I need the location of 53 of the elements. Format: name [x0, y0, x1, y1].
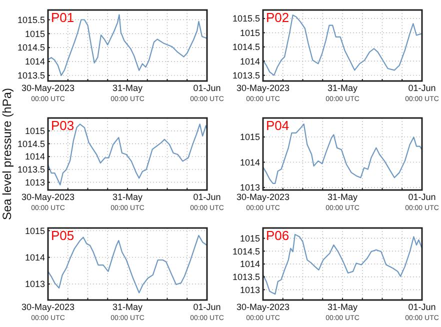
line-series	[47, 14, 208, 76]
x-tick-label: 01-Jun 00:00 UTC	[190, 302, 224, 322]
line-series	[262, 14, 423, 76]
chart-title: P04	[266, 118, 290, 133]
x-tick-label: 31-May 00:00 UTC	[326, 83, 360, 103]
x-tick-label: 30-May-2023 00:00 UTC	[21, 83, 75, 103]
y-tick-label: 1014	[240, 56, 260, 66]
y-tick-label: 1015	[240, 233, 260, 244]
x-tick-label: 30-May-2023 00:00 UTC	[236, 302, 290, 322]
x-tick-label: 01-Jun 00:00 UTC	[405, 302, 439, 322]
y-tick-label: 1013	[24, 279, 45, 290]
y-tick-label: 1015.5	[232, 14, 260, 24]
y-tick-label: 1014	[240, 157, 260, 168]
y-tick-label: 1015	[240, 132, 260, 142]
y-tick-label: 1014	[24, 56, 45, 67]
chart-title: P05	[51, 228, 74, 243]
x-tick-label: 30-May-2023 00:00 UTC	[21, 302, 75, 322]
y-tick-label: 1014.5	[232, 246, 260, 256]
y-tick-label: 1014.5	[17, 42, 45, 53]
x-tick-label: 01-Jun 00:00 UTC	[190, 192, 224, 212]
y-tick-label: 1014	[24, 152, 45, 162]
y-tick-label: 1013.5	[17, 164, 45, 175]
y-tick-label: 1014	[240, 259, 260, 270]
y-tick-label: 1014.5	[17, 138, 45, 149]
x-tick-label: 31-May 00:00 UTC	[110, 83, 144, 103]
x-tick-label: 01-Jun 00:00 UTC	[405, 192, 439, 212]
x-tick-label: 01-Jun 00:00 UTC	[190, 83, 224, 103]
chart-title: P01	[51, 10, 74, 25]
y-tick-label: 1013	[240, 284, 260, 295]
x-tick-label: 31-May 00:00 UTC	[326, 192, 360, 212]
x-tick-label: 30-May-2023 00:00 UTC	[236, 192, 290, 212]
y-tick-label: 1015	[24, 126, 45, 136]
y-tick-label: 1013	[240, 182, 260, 193]
x-tick-label: 31-May 00:00 UTC	[110, 302, 144, 322]
y-tick-label: 1013	[24, 177, 45, 188]
y-tick-label: 1013.5	[232, 272, 260, 282]
x-tick-label: 30-May-2023 00:00 UTC	[21, 192, 75, 212]
y-axis-title: Sea level pressure (hPa)	[0, 88, 14, 220]
x-tick-label: 31-May 00:00 UTC	[326, 302, 360, 322]
x-tick-label: 01-Jun 00:00 UTC	[405, 83, 439, 103]
x-tick-label: 31-May 00:00 UTC	[110, 192, 144, 212]
y-tick-label: 1015	[24, 226, 45, 236]
y-tick-label: 1015	[240, 28, 260, 38]
chart-title: P02	[266, 10, 290, 25]
chart-title: P06	[266, 228, 290, 243]
x-tick-label: 30-May-2023 00:00 UTC	[236, 83, 290, 103]
y-tick-label: 1014.5	[232, 42, 260, 52]
y-tick-label: 1014	[24, 252, 45, 262]
y-tick-label: 1013.5	[17, 70, 45, 81]
y-tick-label: 1015.5	[17, 14, 45, 25]
y-tick-label: 1015	[24, 28, 45, 39]
chart-title: P03	[51, 118, 74, 133]
y-tick-label: 1013.5	[232, 70, 260, 80]
